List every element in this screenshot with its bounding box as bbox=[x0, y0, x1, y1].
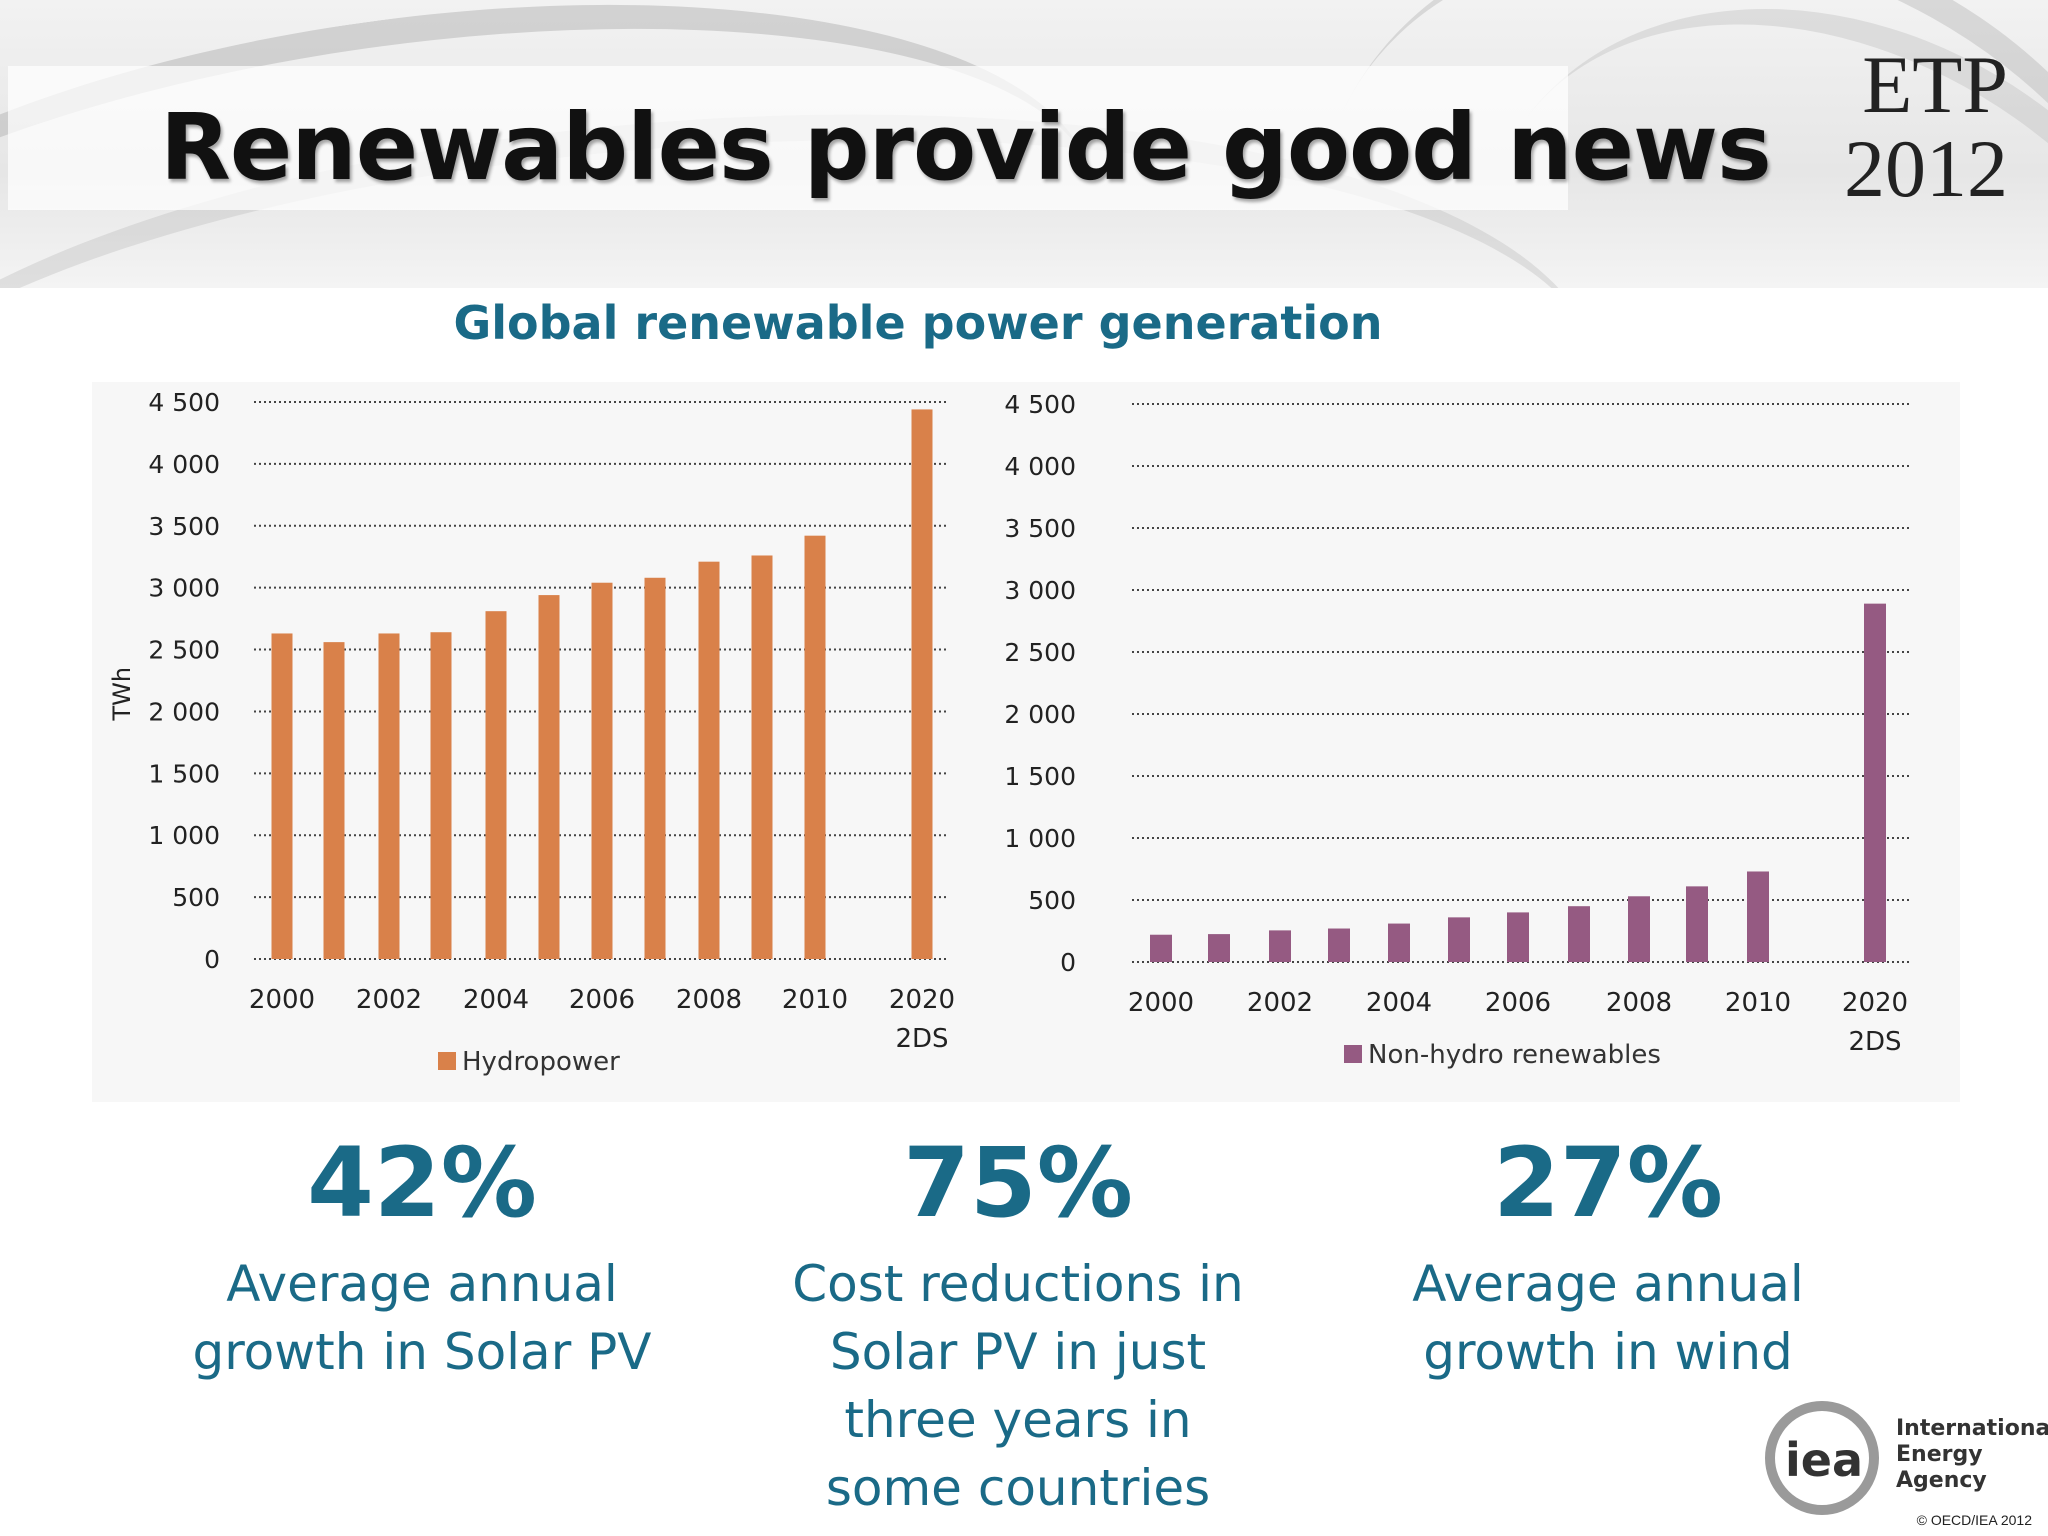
bar-2009 bbox=[751, 555, 773, 959]
bar-2020-2DS bbox=[911, 409, 933, 960]
bar-2004 bbox=[1388, 923, 1410, 962]
y-tick-label: 0 bbox=[1060, 948, 1076, 977]
y-tick-label: 500 bbox=[172, 883, 220, 912]
x-tick-label: 2000 bbox=[249, 985, 315, 1015]
stat-description: Average annual growth in wind bbox=[1358, 1250, 1858, 1386]
x-tick-label: 2008 bbox=[1606, 988, 1672, 1018]
chart-heading: Global renewable power generation bbox=[453, 296, 1383, 350]
x-tick-label: 2010 bbox=[782, 985, 848, 1015]
bar-2006 bbox=[1507, 912, 1529, 962]
y-tick-label: 3 000 bbox=[148, 574, 220, 603]
nonhydro-chart-panel: 4 500 4 000 3 500 3 000 2 500 2 000 1 500 1 000… bbox=[966, 382, 1960, 1102]
stat-description: Average annual growth in Solar PV bbox=[172, 1250, 672, 1386]
y-tick-label: 4 500 bbox=[1004, 390, 1076, 419]
bar-2002 bbox=[1269, 930, 1291, 962]
bar-2010 bbox=[1747, 871, 1769, 962]
stat-desc-line: Solar PV in just bbox=[829, 1323, 1207, 1381]
stat-solar-growth: 42% Average annual growth in Solar PV bbox=[172, 1128, 672, 1386]
x-tick-label: 2006 bbox=[569, 985, 635, 1015]
bar-2001 bbox=[323, 642, 345, 959]
y-tick-label: 3 500 bbox=[148, 512, 220, 541]
bar-2009 bbox=[1686, 886, 1708, 962]
y-tick-label: 4 000 bbox=[1004, 452, 1076, 481]
stat-value: 75% bbox=[903, 1127, 1133, 1239]
y-tick-label: 0 bbox=[204, 945, 220, 974]
page-title: Renewables provide good news bbox=[160, 94, 1772, 201]
stat-value: 42% bbox=[307, 1127, 537, 1239]
x-tick-label: 2008 bbox=[676, 985, 742, 1015]
x-tick-label: 2010 bbox=[1725, 988, 1791, 1018]
stat-desc-line: some countries bbox=[825, 1459, 1211, 1517]
bar-2005 bbox=[538, 595, 560, 959]
y-tick-label: 2 000 bbox=[148, 697, 220, 726]
x-tick-label: 2000 bbox=[1128, 988, 1194, 1018]
x-tick-label: 2002 bbox=[1247, 988, 1313, 1018]
stat-wind-growth: 27% Average annual growth in wind bbox=[1358, 1128, 1858, 1386]
bar-2003 bbox=[1328, 928, 1350, 962]
agency-line: Energy Agency bbox=[1896, 1442, 1987, 1493]
y-tick-label: 3 000 bbox=[1004, 576, 1076, 605]
y-axis-label: TWh bbox=[108, 667, 136, 722]
y-tick-label: 1 500 bbox=[148, 759, 220, 788]
bar-2003 bbox=[430, 632, 452, 959]
bar-2005 bbox=[1448, 917, 1470, 962]
y-tick-label: 2 000 bbox=[1004, 700, 1076, 729]
iea-logo-ring bbox=[1765, 1401, 1879, 1515]
y-tick-label: 500 bbox=[1028, 886, 1076, 915]
bar-2008 bbox=[698, 561, 720, 959]
etp-badge-line1: ETP bbox=[1862, 39, 2008, 130]
legend-swatch bbox=[438, 1052, 456, 1070]
bar-2007 bbox=[1568, 906, 1590, 962]
y-tick-label: 4 500 bbox=[148, 388, 220, 417]
stat-desc-line: three years in bbox=[844, 1391, 1192, 1449]
hydropower-chart-panel: 4 500 4 000 3 500 3 000 2 500 2 000 1 500 1 000… bbox=[92, 382, 966, 1102]
bar-2001 bbox=[1208, 934, 1230, 962]
x-tick-label: 2004 bbox=[463, 985, 529, 1015]
y-tick-label: 1 500 bbox=[1004, 762, 1076, 791]
bar-2008 bbox=[1628, 896, 1650, 962]
legend-swatch bbox=[1344, 1045, 1362, 1063]
x-tick-label: 2020 bbox=[1842, 988, 1908, 1018]
bar-2000 bbox=[271, 633, 293, 959]
hydropower-chart: 4 500 4 000 3 500 3 000 2 500 2 000 1 500 1 000… bbox=[108, 388, 955, 1077]
y-tick-label: 1 000 bbox=[1004, 824, 1076, 853]
stat-value: 27% bbox=[1493, 1127, 1723, 1239]
title-panel bbox=[8, 66, 1568, 210]
x-tick-label: 2004 bbox=[1366, 988, 1432, 1018]
etp-badge-line2: 2012 bbox=[1844, 123, 2008, 214]
copyright: © OECD/IEA 2012 bbox=[1916, 1512, 2032, 1528]
x-tick-sublabel: 2DS bbox=[895, 1024, 948, 1054]
bar-2020-2DS bbox=[1864, 603, 1886, 962]
y-tick-label: 1 000 bbox=[148, 821, 220, 850]
stat-desc-line: Average annual bbox=[1412, 1255, 1804, 1313]
stat-desc-line: Average annual bbox=[226, 1255, 618, 1313]
iea-logo: iea bbox=[1765, 1401, 1879, 1515]
bar-2004 bbox=[485, 611, 507, 959]
iea-logo-text: iea bbox=[1785, 1433, 1863, 1487]
agency-line: International bbox=[1896, 1416, 2048, 1441]
agency-name: International Energy Agency bbox=[1896, 1416, 2048, 1494]
bar-2007 bbox=[644, 577, 666, 959]
y-tick-label: 3 500 bbox=[1004, 514, 1076, 543]
x-tick-sublabel: 2DS bbox=[1848, 1027, 1901, 1057]
x-tick-label: 2020 bbox=[889, 985, 955, 1015]
stat-desc-line: growth in wind bbox=[1423, 1323, 1793, 1381]
bar-2000 bbox=[1150, 934, 1172, 962]
nonhydro-chart: 4 500 4 000 3 500 3 000 2 500 2 000 1 500 1 000… bbox=[1004, 390, 1910, 1070]
bar-2010 bbox=[804, 535, 826, 959]
stat-desc-line: growth in Solar PV bbox=[192, 1323, 652, 1381]
y-tick-label: 2 500 bbox=[1004, 638, 1076, 667]
bar-2002 bbox=[378, 633, 400, 959]
y-tick-label: 4 000 bbox=[148, 450, 220, 479]
y-tick-label: 2 500 bbox=[148, 636, 220, 665]
stat-description: Cost reductions in Solar PV in just thre… bbox=[768, 1250, 1268, 1522]
bar-2006 bbox=[591, 582, 613, 959]
x-tick-label: 2006 bbox=[1485, 988, 1551, 1018]
legend-label: Non-hydro renewables bbox=[1368, 1040, 1661, 1070]
x-tick-label: 2002 bbox=[356, 985, 422, 1015]
stat-desc-line: Cost reductions in bbox=[792, 1255, 1244, 1313]
legend-label: Hydropower bbox=[462, 1047, 620, 1077]
stat-pv-cost: 75% Cost reductions in Solar PV in just … bbox=[768, 1128, 1268, 1522]
